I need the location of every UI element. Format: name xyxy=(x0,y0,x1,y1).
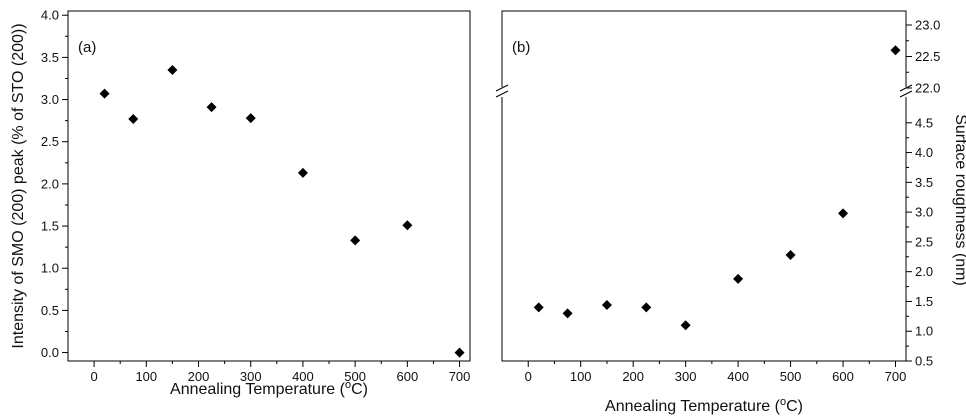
panel-b-y-tick-label: 23.0 xyxy=(915,18,940,33)
panel-a-x-tick-label: 600 xyxy=(396,369,418,384)
panel-b-points xyxy=(533,45,901,331)
panel-a-data-point xyxy=(350,235,361,246)
panel-b-y-tick-label: 0.5 xyxy=(915,354,933,369)
panel-a-data-point xyxy=(99,88,110,99)
panel-b-frame xyxy=(501,10,907,362)
panel-b-y-axis-title: Surface roughness (nm) xyxy=(952,114,966,286)
panel-b-y-tick-label: 1.5 xyxy=(915,294,933,309)
panel-b-x-axis-title: Annealing Temperature (oC) xyxy=(605,396,803,415)
panel-b-x-tick-label: 700 xyxy=(885,369,907,384)
axis-break-left-slash-2 xyxy=(495,90,509,98)
panel-a-y-tick-label: 2.5 xyxy=(41,134,59,149)
panel-b-y-tick-label: 3.5 xyxy=(915,175,933,190)
panel-a-data-point xyxy=(206,102,217,113)
panel-b-data-point xyxy=(785,250,796,260)
panel-b-y-tick-label: 4.0 xyxy=(915,145,933,160)
panel-b-data-point xyxy=(601,300,612,311)
panel-b-x-tick-label: 600 xyxy=(832,369,854,384)
panel-b-x-tick-label: 400 xyxy=(727,369,749,384)
panel-a-x-tick-label: 700 xyxy=(449,369,471,384)
panel-b-data-point xyxy=(890,45,901,56)
panel-a-y-tick-label: 3.5 xyxy=(41,50,59,65)
panel-a-x-tick-label: 500 xyxy=(344,369,366,384)
panel-a-data-point xyxy=(167,65,178,76)
panel-a-data-point xyxy=(402,220,413,231)
panel-a-y-axis-title: Intensity of SMO (200) peak (% of STO (2… xyxy=(10,23,27,348)
panel-b-data-point xyxy=(733,273,744,284)
panel-b-y-tick-label: 1.0 xyxy=(915,324,933,339)
panel-b-y-tick-label: 2.5 xyxy=(915,234,933,249)
panel-a-x-tick-label: 300 xyxy=(240,369,262,384)
panel-b-y-tick-label: 22.0 xyxy=(915,81,940,96)
panel-b-data-point xyxy=(533,302,544,313)
panel-b-x-tick-label: 100 xyxy=(570,369,592,384)
panel-a-y-tick-label: 3.0 xyxy=(41,92,59,107)
panel-b-x-tick-label: 200 xyxy=(622,369,644,384)
panel-a-y-tick-label: 0.5 xyxy=(41,303,59,318)
panel-b-x-tick-label: 0 xyxy=(525,369,532,384)
axis-break-right-slash-2 xyxy=(899,90,913,98)
panel-a-frame xyxy=(67,10,471,362)
panel-b-data-point xyxy=(838,208,849,219)
panel-a-x-tick-label: 200 xyxy=(188,369,210,384)
panel-a-x-tick-label: 0 xyxy=(90,369,97,384)
panel-a-y-tick-label: 1.0 xyxy=(41,261,59,276)
panel-a-y-tick-label: 1.5 xyxy=(41,219,59,234)
panel-b-x-tick-label: 500 xyxy=(780,369,802,384)
panel-b-y-tick-label: 2.0 xyxy=(915,264,933,279)
panel-a-y-tick-label: 4.0 xyxy=(41,8,59,23)
panel-a-y-tick-label: 0.0 xyxy=(41,345,59,360)
panel-a-x-axis-title: Annealing Temperature (oC) xyxy=(170,379,368,398)
panel-b-label: (b) xyxy=(512,39,530,56)
panel-a-data-point xyxy=(245,113,256,124)
panel-b-axis-break-gap xyxy=(495,87,913,97)
panel-a-data-point xyxy=(454,347,465,358)
panel-b-ticks: 0 100 200 300 400 500 600 700 0.5 1.0 1.5 2.0 2.5 3.0… xyxy=(525,18,941,385)
panel-b-y-tick-label: 22.5 xyxy=(915,49,940,64)
panel-a-data-point xyxy=(128,113,139,124)
panel-b-data-point xyxy=(680,320,691,331)
panel-b: (b) Annealing Temperature (oC) Surface r… xyxy=(495,10,966,415)
panel-b-data-point xyxy=(641,302,652,313)
panel-a: (a) Annealing Temperature (oC) Intensity… xyxy=(10,8,471,398)
panel-b-x-tick-label: 300 xyxy=(675,369,697,384)
panel-a-data-point xyxy=(297,167,308,178)
panel-a-x-tick-label: 400 xyxy=(292,369,314,384)
panel-a-ticks: 0 100 200 300 400 500 600 700 0.0 0.5 1.0 1.5 2.0 2.5… xyxy=(41,8,470,384)
panel-b-y-tick-label: 3.0 xyxy=(915,205,933,220)
panel-a-x-tick-label: 100 xyxy=(135,369,157,384)
panel-b-y-tick-label: 4.5 xyxy=(915,115,933,130)
panel-a-points xyxy=(99,65,465,358)
panel-a-y-tick-label: 2.0 xyxy=(41,176,59,191)
axis-break-left-slash-1 xyxy=(495,84,509,92)
panel-b-data-point xyxy=(562,308,573,319)
panel-a-label: (a) xyxy=(78,39,96,56)
